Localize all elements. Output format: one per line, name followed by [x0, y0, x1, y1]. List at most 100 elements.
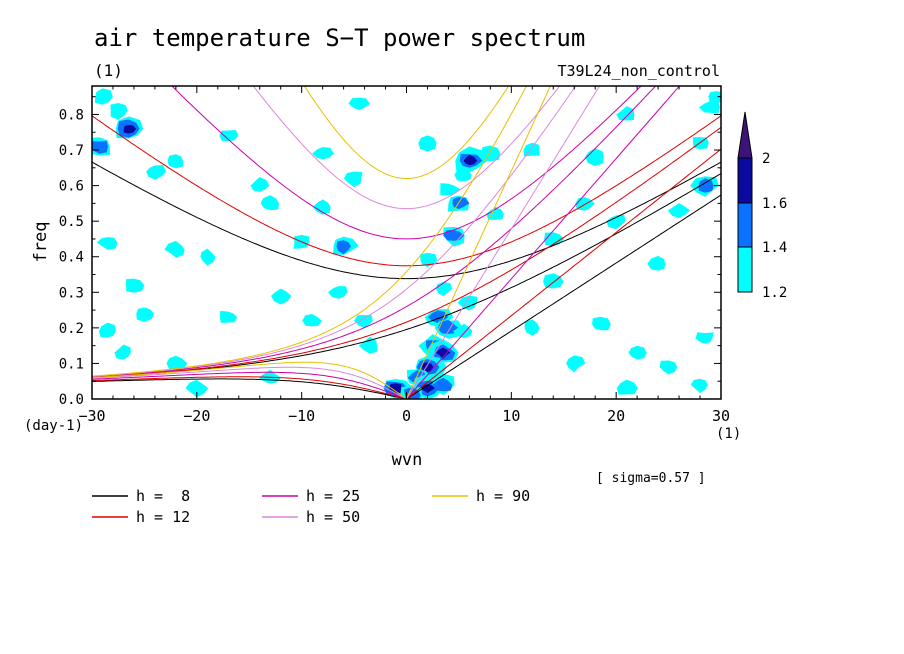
contour-patch	[114, 344, 131, 360]
legend-label: h = 90	[476, 487, 530, 505]
contour-patch	[692, 137, 709, 150]
dispersion-curve-rossby	[92, 378, 407, 399]
y-tick-label: 0.4	[59, 250, 84, 266]
contour-patch	[698, 178, 714, 193]
y-tick-label: 0.5	[59, 214, 84, 230]
x-tick-label: −20	[183, 407, 210, 425]
contour-patch	[219, 310, 238, 323]
contour-patch	[219, 130, 239, 142]
chart-title: air temperature S−T power spectrum	[94, 24, 585, 52]
y-tick-label: 0.7	[59, 143, 84, 159]
contour-patch	[463, 154, 478, 166]
contour-patch	[437, 319, 459, 334]
contour-patch	[628, 345, 647, 360]
dispersion-curve-gw	[252, 86, 561, 210]
colorbar-label: 1.2	[762, 285, 787, 301]
dispersion-curve-gw	[171, 86, 642, 240]
contour-patch	[543, 273, 564, 289]
legend-label: h = 8	[136, 487, 190, 505]
y-tick-label: 0.3	[59, 285, 84, 301]
contour-patch	[312, 147, 334, 160]
colorbar-swatch	[737, 202, 753, 248]
legend-label: h = 50	[306, 508, 360, 526]
colorbar-label: 2	[762, 151, 770, 167]
contour-patch	[690, 378, 708, 393]
colorbar-swatch	[737, 246, 753, 293]
contour-patch	[358, 336, 378, 354]
contour-patch	[271, 288, 292, 305]
dispersion-curve-mrg	[92, 86, 528, 377]
contour-patch	[668, 203, 691, 219]
contour-patch	[96, 237, 118, 250]
contour-patch	[606, 214, 626, 230]
contour-patch	[420, 384, 436, 393]
contour-patch	[436, 347, 451, 359]
contour-patch	[418, 135, 437, 152]
dispersion-curve-rossby	[92, 361, 407, 399]
dispersion-curve-gw	[92, 115, 721, 267]
x-tick-label: −30	[78, 407, 105, 425]
contour-patch	[695, 332, 714, 344]
contour-patch	[136, 307, 155, 322]
contour-patch	[328, 286, 348, 299]
colorbar-label: 1.4	[762, 240, 787, 256]
x-axis-label: wvn	[392, 450, 423, 470]
contour-patch	[312, 199, 331, 215]
contour-patch	[126, 278, 145, 293]
x-tick-label: 30	[712, 407, 730, 425]
contour-patch	[123, 125, 137, 134]
dispersion-curve-rossby	[92, 366, 407, 399]
contour-patch	[708, 91, 721, 104]
contour-patch	[343, 171, 363, 188]
dispersion-curve-mrg	[92, 86, 577, 377]
contour-patch	[524, 319, 540, 336]
plot-area	[92, 86, 721, 399]
x-tick-label: 20	[607, 407, 625, 425]
dispersion-curve-kelvin	[406, 148, 721, 399]
contour-patch	[200, 248, 216, 266]
colorbar-extend-arrow	[737, 111, 753, 159]
contour-patch	[302, 314, 322, 327]
dispersion-curve-layer	[92, 86, 721, 399]
contour-patch	[659, 360, 678, 375]
legend: h = 8 h = 12 h = 25 h = 50 h = 90	[92, 487, 530, 526]
dispersion-curve-gw	[92, 161, 721, 280]
contour-patch	[336, 240, 351, 255]
y-tick-label: 0.8	[59, 107, 84, 123]
contour-patch	[348, 97, 370, 111]
x-tick-label: 10	[502, 407, 520, 425]
contour-patch	[110, 103, 128, 120]
units-label: (1)	[94, 61, 123, 80]
colorbar: 1.2 1.4 1.6 2	[737, 111, 787, 301]
contour-patch	[592, 316, 611, 331]
dispersion-curve-rossby	[92, 371, 407, 399]
contour-patch	[99, 322, 116, 338]
contour-patch	[354, 315, 373, 328]
contour-patch	[457, 295, 478, 311]
contour-patch	[698, 101, 720, 114]
contour-patch	[440, 183, 460, 196]
dispersion-curve-kelvin	[406, 86, 601, 399]
contour-patch	[94, 88, 113, 105]
contour-patch	[566, 355, 586, 373]
x-unit-label: (1)	[716, 426, 741, 442]
contour-patch	[260, 195, 279, 211]
dispersion-curve-kelvin	[406, 194, 721, 399]
colorbar-swatch	[737, 157, 753, 204]
x-tick-label: 0	[402, 407, 411, 425]
contour-patch	[92, 140, 108, 154]
contour-patch	[167, 154, 184, 169]
dispersion-curve-mrg	[92, 86, 657, 378]
contour-patch	[616, 379, 638, 395]
dispersion-curve-kelvin	[406, 86, 551, 399]
contour-patch	[432, 377, 453, 392]
y-tick-label: 0.1	[59, 356, 84, 372]
contour-patch	[146, 165, 167, 180]
y-tick-label: 0.2	[59, 321, 84, 337]
x-tick-label: −10	[288, 407, 315, 425]
contour-patch	[616, 106, 635, 121]
colorbar-label: 1.6	[762, 196, 787, 212]
contour-patch	[250, 177, 270, 192]
dispersion-curve-gw	[303, 86, 510, 180]
dispersion-curve-rossby	[92, 376, 407, 399]
